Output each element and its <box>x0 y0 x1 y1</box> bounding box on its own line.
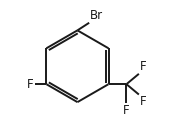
Text: Br: Br <box>90 9 103 22</box>
Text: F: F <box>27 78 34 91</box>
Text: F: F <box>139 60 146 73</box>
Text: F: F <box>139 95 146 108</box>
Text: F: F <box>123 104 130 117</box>
